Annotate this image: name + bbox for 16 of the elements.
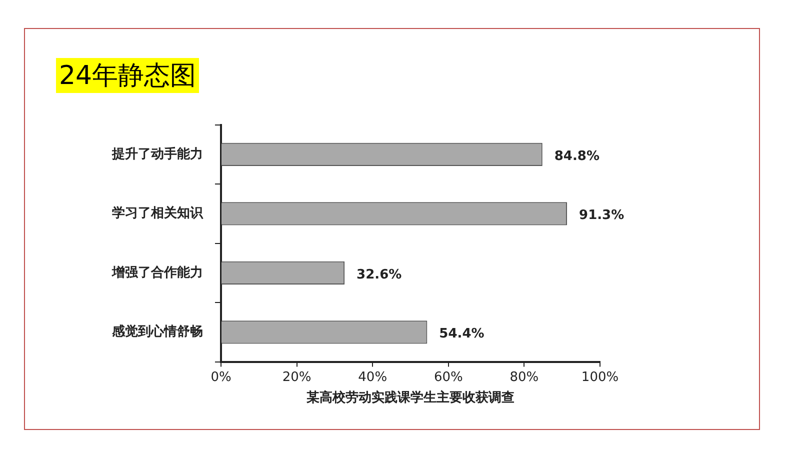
- x-tick-label: 100%: [581, 370, 619, 385]
- x-tick-label: 80%: [510, 370, 539, 385]
- data-label: 32.6%: [356, 267, 402, 282]
- x-axis-title: 某高校劳动实践课学生主要收获调查: [306, 390, 514, 406]
- x-tick-label: 20%: [282, 370, 312, 385]
- y-tick-label: 感觉到心情舒畅: [111, 324, 203, 340]
- y-tick-label: 增强了合作能力: [111, 264, 203, 280]
- x-tick-label: 60%: [434, 370, 463, 385]
- data-label: 84.8%: [554, 148, 600, 164]
- x-tick-label: 0%: [210, 370, 232, 385]
- y-tick-label: 提升了动手能力: [111, 146, 203, 162]
- data-label: 54.4%: [439, 326, 484, 342]
- data-label: 91.3%: [579, 208, 624, 224]
- x-tick-label: 40%: [358, 370, 388, 385]
- y-tick-label: 学习了相关知识: [112, 205, 204, 222]
- chart-title: 24年静态图: [56, 58, 200, 93]
